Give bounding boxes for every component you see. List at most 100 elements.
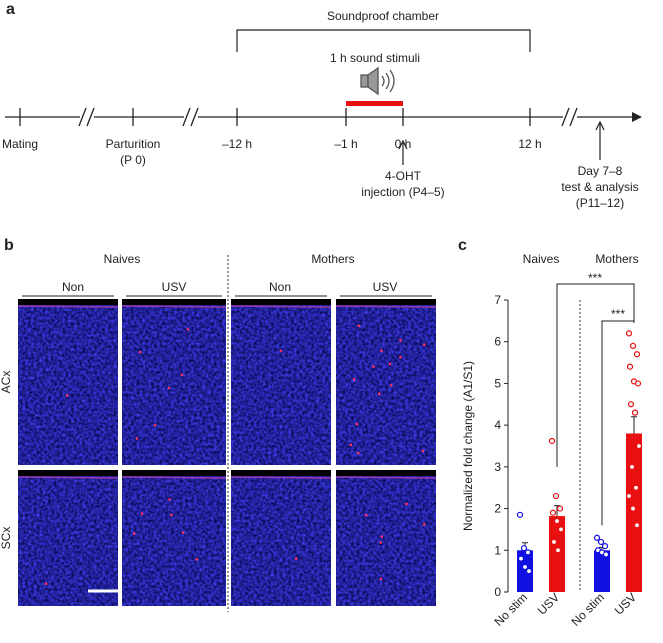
bar — [594, 550, 610, 592]
data-point — [633, 522, 641, 529]
micrograph-texture — [231, 470, 331, 606]
column-label: Non — [62, 280, 84, 294]
timepoint-label: 12 h — [518, 137, 541, 151]
data-point — [633, 351, 641, 358]
bar — [549, 516, 565, 592]
data-point — [593, 534, 601, 541]
cell-dot — [380, 535, 384, 538]
cell-dot — [379, 577, 383, 581]
data-point — [635, 442, 643, 450]
pia — [335, 305, 437, 308]
error-bar — [631, 416, 637, 434]
cell-dot — [399, 339, 402, 342]
data-point — [629, 505, 637, 512]
data-point — [627, 401, 635, 408]
data-point — [516, 511, 524, 518]
cell-dot — [140, 512, 144, 516]
panel-a: a Soundproof chamber 1 h sound stimuli M… — [2, 1, 642, 210]
x-tick-label: No stim — [568, 590, 607, 629]
column-label: USV — [162, 280, 187, 294]
y-tick-label: 5 — [494, 376, 501, 390]
timepoint-label: –12 h — [222, 137, 252, 151]
cell-dot — [357, 324, 361, 328]
cell-dot — [380, 349, 383, 352]
timepoint-label: (P 0) — [120, 153, 146, 167]
pia — [335, 476, 437, 479]
y-tick-label: 7 — [494, 293, 501, 307]
data-point — [557, 526, 565, 533]
cell-dot — [138, 350, 142, 354]
group-label: Naives — [523, 252, 560, 266]
image-top — [231, 470, 331, 476]
cell-dot — [389, 383, 393, 387]
pia — [17, 476, 119, 479]
panel-letter: c — [458, 237, 467, 254]
image-top — [122, 299, 226, 305]
timepoint-label: Parturition — [106, 137, 161, 151]
cell-dot — [181, 531, 185, 534]
timeline-arrow — [632, 112, 642, 122]
group-label: Mothers — [595, 252, 638, 266]
cell-dot — [65, 393, 69, 397]
micrograph-texture — [336, 299, 436, 465]
image-top — [336, 299, 436, 305]
image-top — [336, 470, 436, 476]
breaks — [78, 107, 578, 127]
stimulus-label: 1 h sound stimuli — [330, 51, 420, 65]
injection-label: 4-OHT — [385, 169, 422, 183]
data-point — [520, 545, 528, 552]
row-label: SCx — [0, 527, 13, 550]
micrograph-texture — [122, 299, 226, 465]
stimulus-bar — [346, 101, 403, 106]
y-tick-label: 4 — [494, 418, 501, 432]
data-point — [524, 549, 532, 556]
cell-dot — [422, 523, 426, 526]
column-label: USV — [373, 280, 398, 294]
micrograph-texture — [18, 470, 118, 606]
cell-dot — [132, 532, 136, 535]
micrograph-texture — [122, 470, 226, 606]
cell-dot — [422, 343, 426, 347]
cell-dot — [167, 386, 171, 390]
data-point — [628, 463, 636, 470]
y-tick-label: 3 — [494, 460, 501, 474]
cell-dot — [294, 557, 298, 560]
micrograph-texture — [231, 299, 331, 465]
y-tick-label: 6 — [494, 335, 501, 349]
cell-dot — [352, 378, 356, 381]
cell-dot — [421, 449, 425, 453]
data-point — [634, 380, 642, 387]
cell-dot — [405, 502, 408, 506]
data-point — [629, 342, 637, 349]
cell-dot — [170, 513, 173, 517]
micrograph-texture — [18, 299, 118, 465]
data-point — [517, 555, 525, 562]
cell-dot — [195, 557, 199, 561]
panel-letter: b — [4, 237, 14, 254]
micrograph-texture — [336, 470, 436, 606]
image-top — [18, 470, 118, 476]
cell-dot — [379, 541, 383, 544]
data-point — [525, 568, 533, 575]
data-point — [556, 505, 564, 512]
data-point — [553, 517, 561, 525]
injection-arrow — [398, 139, 408, 165]
cell-dot — [372, 365, 375, 368]
test-label: Day 7–8 — [578, 164, 623, 178]
cell-dot — [168, 498, 171, 501]
data-point — [626, 363, 634, 370]
bar — [626, 433, 642, 592]
cell-dot — [349, 443, 352, 447]
significance: *** — [611, 307, 625, 321]
data-point — [625, 492, 633, 500]
cell-dot — [180, 373, 184, 377]
pia — [121, 305, 227, 308]
test-label: test & analysis — [561, 180, 638, 194]
injection-label: injection (P4–5) — [361, 185, 444, 199]
cell-dot — [357, 451, 360, 455]
group-label: Mothers — [311, 252, 354, 266]
data-point — [521, 563, 529, 571]
chamber-bracket — [236, 29, 531, 52]
image-top — [231, 299, 331, 305]
